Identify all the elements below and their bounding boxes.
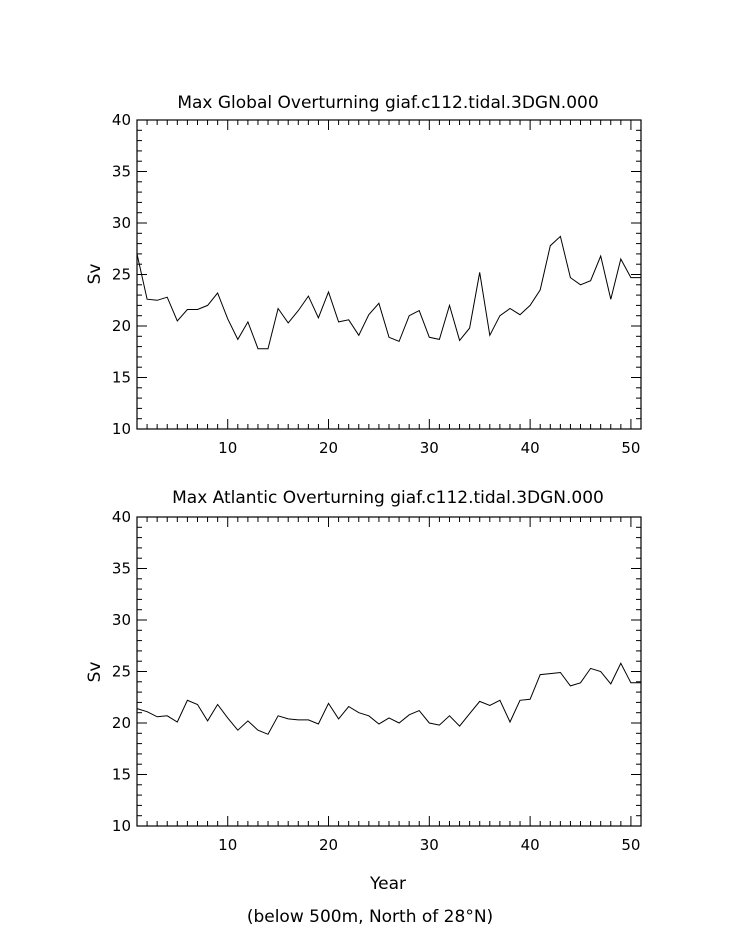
global-plot-frame — [136, 119, 642, 430]
atlantic-y-tick-label: 25 — [112, 663, 131, 681]
global-y-tick-label: 40 — [112, 111, 131, 129]
global-y-tick-label: 25 — [112, 266, 131, 284]
atlantic-y-tick-label: 30 — [112, 611, 131, 629]
atlantic-overturning-marks — [136, 662, 641, 735]
global-y-tick-label: 15 — [112, 369, 131, 387]
atlantic-x-tick-label: 10 — [218, 836, 237, 854]
global-y-tick-label: 35 — [112, 163, 131, 181]
global-x-tick-label: 10 — [218, 439, 237, 457]
global-series-line — [136, 235, 641, 350]
global-overturning-y-label: Sv — [85, 264, 105, 285]
atlantic-series-line — [136, 662, 641, 735]
atlantic-x-tick-label: 20 — [319, 836, 338, 854]
atlantic-overturning-axes: 10 20 30 40 50 10 15 20 25 30 35 40 — [112, 508, 642, 854]
global-y-tick-label: 10 — [112, 420, 131, 438]
global-y-tick-label: 20 — [112, 317, 131, 335]
global-overturning-panel: Max Global Overturning giaf.c112.tidal.3… — [85, 93, 642, 457]
atlantic-y-tick-label: 40 — [112, 508, 131, 526]
atlantic-overturning-panel: Max Atlantic Overturning giaf.c112.tidal… — [85, 488, 642, 854]
global-x-tick-label: 20 — [319, 439, 338, 457]
atlantic-y-tick-label: 20 — [112, 714, 131, 732]
global-x-tick-label: 50 — [621, 439, 640, 457]
atlantic-overturning-title: Max Atlantic Overturning giaf.c112.tidal… — [172, 488, 604, 508]
atlantic-y-tick-label: 35 — [112, 560, 131, 578]
figure-caption: (below 500m, North of 28°N) — [247, 907, 493, 927]
global-x-tick-label: 30 — [420, 439, 439, 457]
atlantic-x-tick-label: 40 — [521, 836, 540, 854]
atlantic-x-tick-label: 30 — [420, 836, 439, 854]
x-axis-title: Year — [369, 874, 406, 894]
atlantic-y-tick-label: 15 — [112, 766, 131, 784]
atlantic-x-tick-label: 50 — [621, 836, 640, 854]
global-overturning-axes: 10 20 30 40 50 10 15 20 25 30 35 40 — [112, 111, 642, 457]
global-overturning-title: Max Global Overturning giaf.c112.tidal.3… — [177, 93, 598, 113]
atlantic-y-tick-label: 10 — [112, 817, 131, 835]
global-y-tick-label: 30 — [112, 214, 131, 232]
global-x-tick-label: 40 — [521, 439, 540, 457]
atlantic-overturning-y-label: Sv — [85, 662, 105, 683]
atlantic-plot-frame — [136, 516, 642, 827]
global-overturning-marks — [136, 235, 641, 350]
